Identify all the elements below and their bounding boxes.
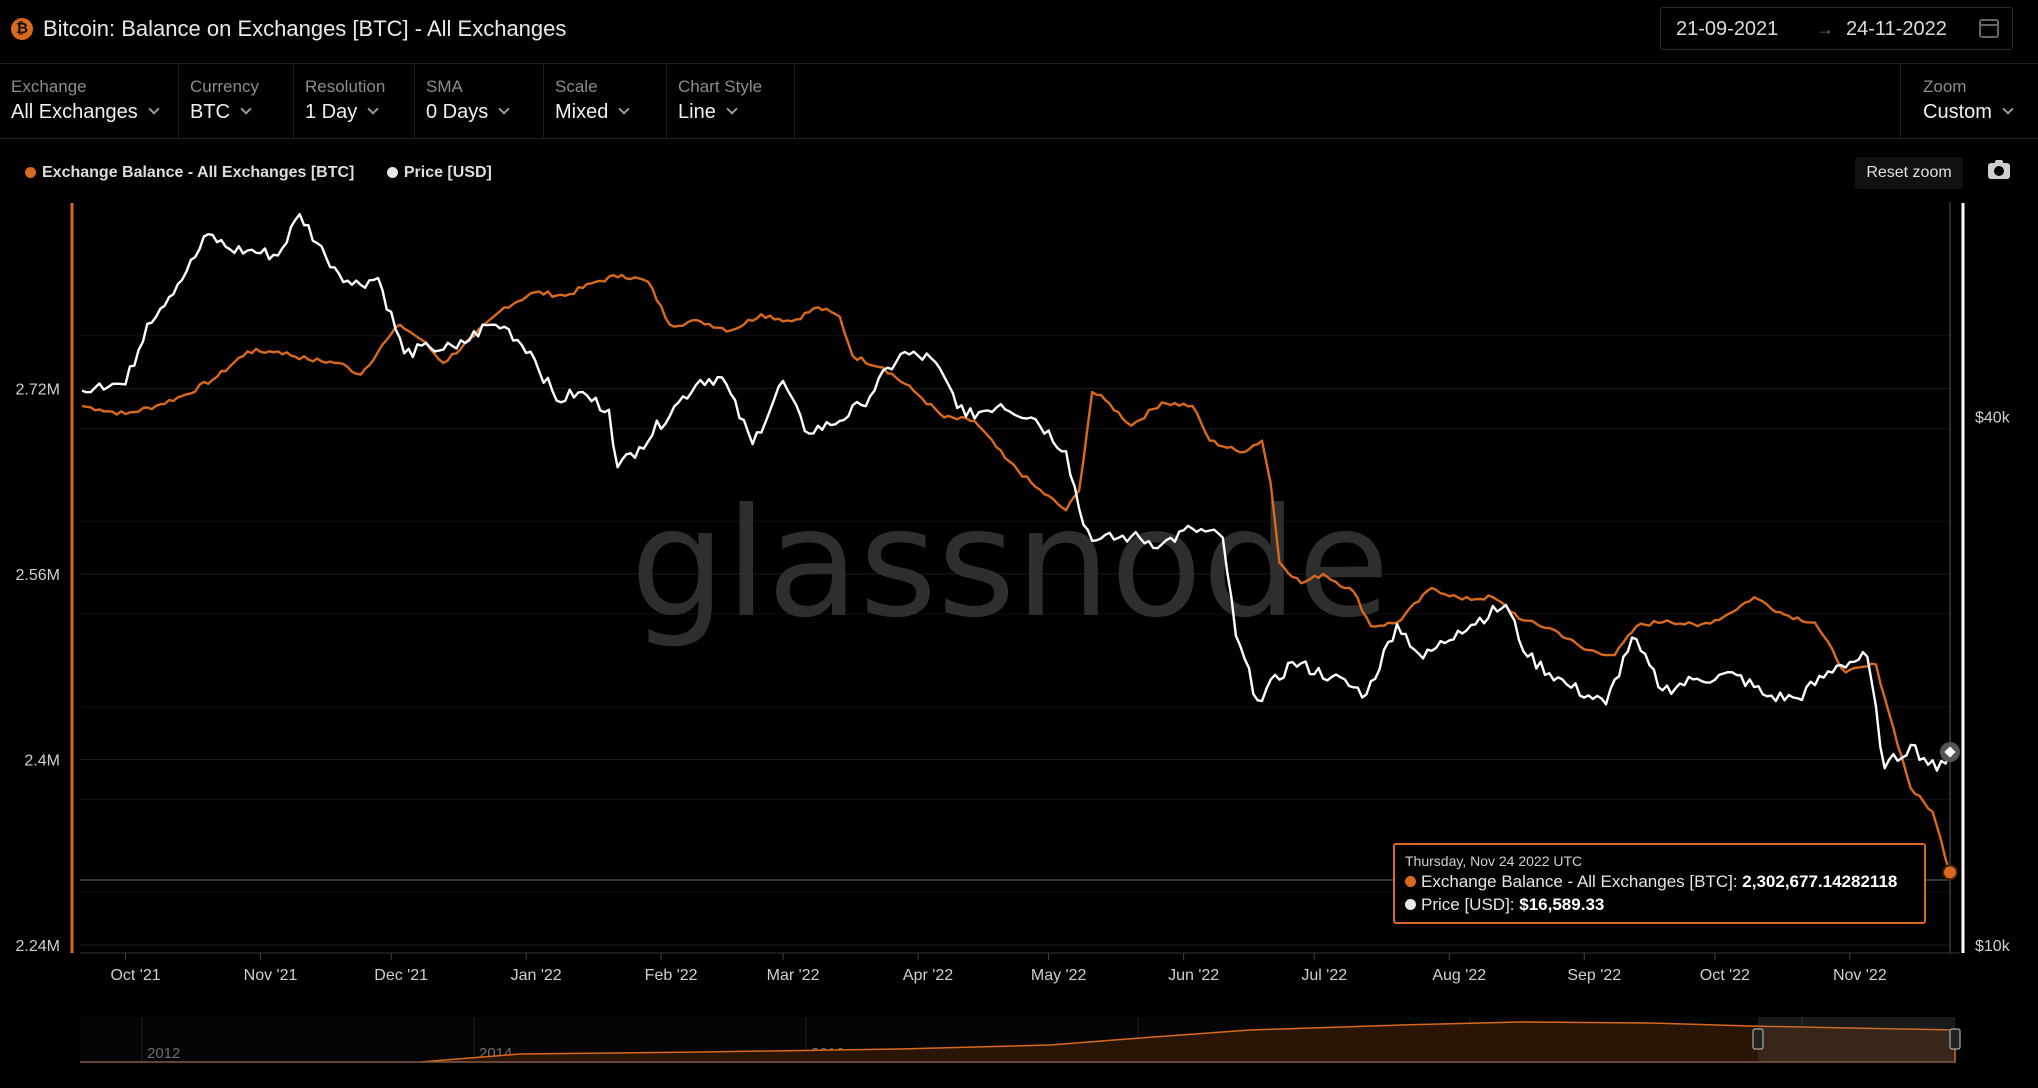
x-tick-label: Jan '22 <box>511 967 562 984</box>
series-line-price <box>81 212 1952 772</box>
exchange-label: Exchange <box>11 77 87 96</box>
tooltip-price-value: $16,589.33 <box>1519 895 1605 914</box>
sma-value: 0 Days <box>426 101 489 123</box>
balance-dot-icon <box>1405 876 1416 887</box>
page-title: Bitcoin: Balance on Exchanges [BTC] - Al… <box>43 16 567 41</box>
sma-dropdown[interactable]: SMA 0 Days <box>415 64 544 139</box>
tooltip-date: Thursday, Nov 24 2022 UTC <box>1405 853 1583 869</box>
scale-value: Mixed <box>555 101 609 123</box>
x-tick-label: Nov '22 <box>1833 967 1887 984</box>
tooltip-price-label: Price [USD]: <box>1421 895 1515 914</box>
y-left-tick-label: 2.72M <box>16 382 60 399</box>
y-right-tick-label: $10k <box>1975 938 2011 955</box>
price-dot-icon <box>1405 899 1416 910</box>
bitcoin-logo-icon: ₿ <box>11 18 33 40</box>
x-tick-label: Oct '22 <box>1700 967 1750 984</box>
chart-controls: Exchange All Exchanges Currency BTC Reso… <box>0 64 2038 139</box>
chart-tooltip: Thursday, Nov 24 2022 UTC Exchange Balan… <box>1393 843 1926 924</box>
hover-point-price <box>1940 741 1960 762</box>
x-axis: Oct '21 Nov '21 Dec '21 Jan '22 Feb '22 Mar '… <box>110 953 1887 984</box>
y-left-tick-label: 2.56M <box>16 567 60 584</box>
chart-style-value: Line <box>678 101 716 123</box>
resolution-label: Resolution <box>305 77 386 96</box>
legend-item-price[interactable]: Price [USD] <box>386 164 492 182</box>
x-tick-label: Sep '22 <box>1567 967 1621 984</box>
exchange-value: All Exchanges <box>11 101 138 123</box>
reset-zoom-button[interactable]: Reset zoom <box>1855 157 1963 189</box>
legend-label-balance: Exchange Balance - All Exchanges [BTC] <box>42 164 355 181</box>
x-tick-label: Feb '22 <box>645 967 698 984</box>
navigator-handle-left[interactable] <box>1752 1028 1764 1050</box>
x-tick-label: Jul '22 <box>1301 967 1347 984</box>
legend-label-price: Price [USD] <box>403 164 492 181</box>
tooltip-balance-label: Exchange Balance - All Exchanges [BTC]: <box>1421 872 1738 891</box>
scale-dropdown[interactable]: Scale Mixed <box>544 64 667 139</box>
navigator-series <box>80 1021 1956 1063</box>
zoom-dropdown[interactable]: Zoom Custom <box>1900 64 2038 139</box>
x-tick-label: Nov '21 <box>244 967 298 984</box>
y-axis-left: 2.24M 2.4M 2.56M 2.72M <box>16 382 60 956</box>
x-tick-label: May '22 <box>1031 967 1087 984</box>
chart-header: ₿ Bitcoin: Balance on Exchanges [BTC] - … <box>0 0 2038 64</box>
navigator-selection[interactable] <box>1758 1017 1955 1062</box>
x-tick-label: Aug '22 <box>1432 967 1486 984</box>
currency-label: Currency <box>190 77 259 96</box>
y-left-tick-label: 2.4M <box>24 753 60 770</box>
sma-label: SMA <box>426 77 463 96</box>
chart-legend: Exchange Balance - All Exchanges [BTC] P… <box>25 164 520 182</box>
currency-value: BTC <box>190 101 230 123</box>
x-tick-label: Oct '21 <box>110 967 160 984</box>
x-tick-label: Dec '21 <box>374 967 428 984</box>
date-from-input[interactable]: 21-09-2021 <box>1676 18 1779 40</box>
zoom-value: Custom <box>1923 101 1992 123</box>
hover-point-balance <box>1942 864 1958 881</box>
camera-icon[interactable] <box>1988 160 2010 179</box>
resolution-value: 1 Day <box>305 101 358 123</box>
zoom-label: Zoom <box>1923 77 1967 96</box>
scale-label: Scale <box>555 77 598 96</box>
balance-dot-icon <box>25 167 36 178</box>
calendar-icon[interactable] <box>1979 19 1999 38</box>
series-line-exchange-balance <box>81 273 1952 873</box>
navigator[interactable]: 201220142016201820202022 <box>80 1017 1961 1063</box>
currency-dropdown[interactable]: Currency BTC <box>179 64 294 139</box>
legend-item-balance[interactable]: Exchange Balance - All Exchanges [BTC] <box>25 164 354 182</box>
chart-style-dropdown[interactable]: Chart Style Line <box>667 64 795 139</box>
price-dot-icon <box>386 167 398 178</box>
arrow-right-icon: → <box>1816 19 1834 39</box>
navigator-handle-right[interactable] <box>1949 1028 1961 1050</box>
y-left-tick-label: 2.24M <box>16 938 60 955</box>
y-right-tick-label: $40k <box>1975 409 2011 426</box>
resolution-dropdown[interactable]: Resolution 1 Day <box>294 64 415 139</box>
date-to-input[interactable]: 24-11-2022 <box>1846 18 1947 40</box>
gridlines <box>80 335 1950 946</box>
y-axis-right: $10k $40k <box>1975 409 2011 955</box>
navigator-tick-label: 2012 <box>147 1045 180 1062</box>
tooltip-row-balance: Exchange Balance - All Exchanges [BTC]: … <box>1405 872 1914 892</box>
x-tick-label: Mar '22 <box>767 967 820 984</box>
date-range-picker[interactable]: 21-09-2021 → 24-11-2022 <box>1660 7 2013 50</box>
x-tick-label: Jun '22 <box>1168 967 1219 984</box>
chart-style-label: Chart Style <box>678 77 763 96</box>
x-tick-label: Apr '22 <box>903 967 953 984</box>
tooltip-balance-value: 2,302,677.14282118 <box>1742 872 1898 891</box>
glassnode-watermark: glassnode <box>630 477 1389 651</box>
tooltip-row-price: Price [USD]: $16,589.33 <box>1405 895 1914 915</box>
exchange-dropdown[interactable]: Exchange All Exchanges <box>0 64 179 139</box>
